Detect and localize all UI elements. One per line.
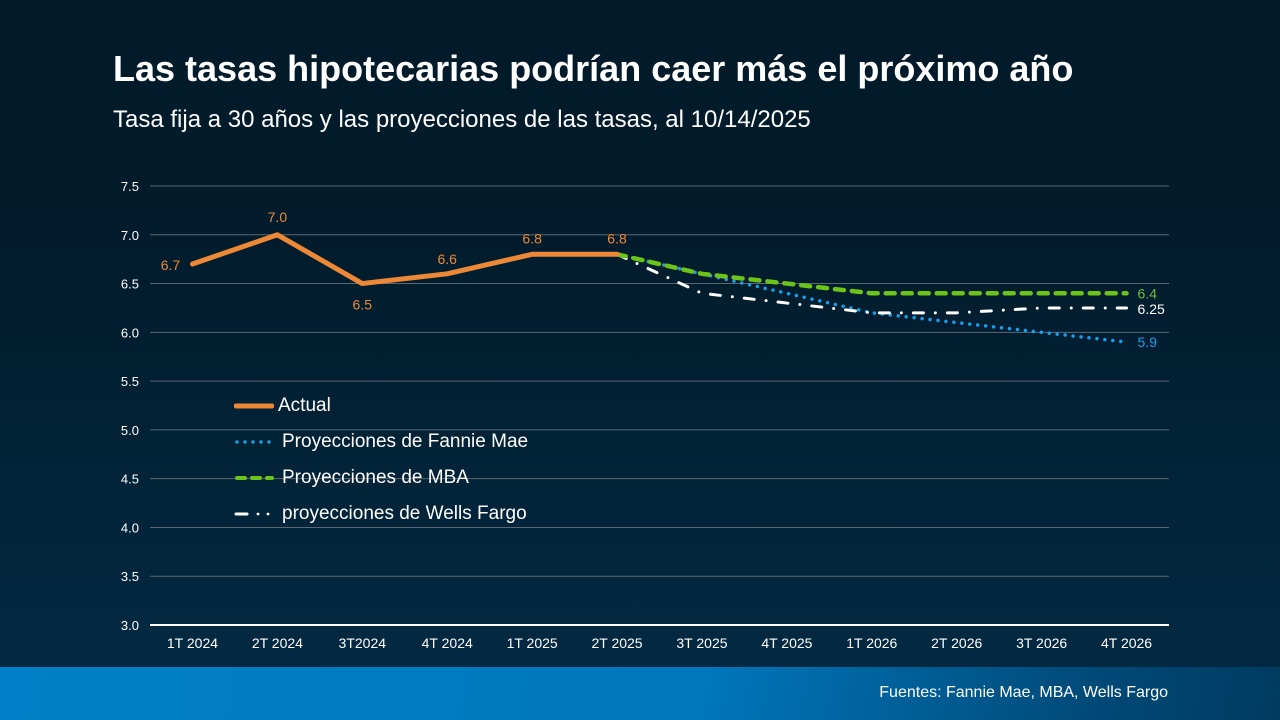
y-tick-label: 4.0 <box>121 520 139 535</box>
y-tick-label: 4.5 <box>121 472 139 487</box>
x-tick-label: 4T 2024 <box>422 635 473 651</box>
legend-label: proyecciones de Wells Fargo <box>282 503 527 524</box>
data-label-actual: 7.0 <box>268 209 288 225</box>
end-label-proyecciones-de-fannie-mae: 5.9 <box>1138 334 1158 350</box>
legend: Actual Proyecciones de Fannie Mae Proyec… <box>234 388 528 532</box>
x-axis-ticks: 1T 2024 2T 2024 3T2024 4T 2024 1T 2025 2T 202… <box>167 635 1152 651</box>
x-tick-label: 4T 2026 <box>1101 635 1152 651</box>
y-axis-ticks: 3.0 3.5 4.0 4.5 5.0 5.5 6.0 6.5 7.0 7.5 <box>121 179 139 633</box>
data-label-actual: 6.7 <box>161 257 181 273</box>
series-lines <box>189 232 1129 344</box>
data-label-actual: 6.6 <box>437 251 457 267</box>
data-label-actual: 6.8 <box>522 230 542 246</box>
end-label-proyecciones-de-mba: 6.4 <box>1138 285 1158 301</box>
y-tick-label: 6.5 <box>121 277 139 292</box>
x-tick-label: 1T 2025 <box>507 635 558 651</box>
legend-label: Actual <box>278 395 331 416</box>
gridlines <box>150 185 1169 626</box>
legend-swatch-dashed-icon <box>235 476 274 480</box>
legend-label: Proyecciones de Fannie Mae <box>282 431 529 452</box>
x-tick-label: 2T 2025 <box>591 635 642 651</box>
y-tick-label: 3.0 <box>121 618 139 633</box>
y-tick-label: 3.5 <box>121 569 139 584</box>
data-label-actual: 6.8 <box>607 230 627 246</box>
legend-item-fannie-mae: Proyecciones de Fannie Mae <box>234 424 528 460</box>
legend-swatch-dotted-icon <box>235 440 274 444</box>
series-line-proyecciones-de-mba <box>614 252 1129 296</box>
y-tick-label: 7.0 <box>121 228 139 243</box>
series-line-proyecciones-de-fannie-mae <box>615 252 1129 344</box>
chart-subtitle: Tasa fija a 30 años y las proyecciones d… <box>113 106 811 133</box>
x-tick-label: 1T 2026 <box>846 635 897 651</box>
x-tick-label: 1T 2024 <box>167 635 218 651</box>
x-tick-label: 3T 2026 <box>1016 635 1067 651</box>
y-tick-label: 6.0 <box>121 325 139 340</box>
series-line-actual <box>189 232 620 287</box>
chart-title: Las tasas hipotecarias podrían caer más … <box>113 48 1074 89</box>
x-tick-label: 2T 2024 <box>252 635 303 651</box>
legend-swatch-solid-icon <box>234 403 274 409</box>
footer-bar <box>0 667 1280 720</box>
legend-item-mba: Proyecciones de MBA <box>234 460 528 496</box>
legend-item-wells-fargo: proyecciones de Wells Fargo <box>234 496 528 532</box>
data-labels: 6.7 7.0 6.5 6.6 6.8 6.8 5.9 6.46.25 <box>161 209 1165 350</box>
y-tick-label: 7.5 <box>121 179 139 194</box>
line-chart: 3.0 3.5 4.0 4.5 5.0 5.5 6.0 6.5 7.0 7.5 1T 2024 2T… <box>121 179 1169 651</box>
x-tick-label: 4T 2025 <box>761 635 812 651</box>
legend-label: Proyecciones de MBA <box>282 467 469 488</box>
x-tick-label: 3T2024 <box>339 635 387 651</box>
y-tick-label: 5.5 <box>121 374 139 389</box>
end-label-proyecciones-de-wells-fargo: 6.25 <box>1138 301 1165 317</box>
data-label-actual: 6.5 <box>353 297 373 313</box>
x-tick-label: 3T 2025 <box>676 635 727 651</box>
legend-swatch-dash-dot-icon <box>234 512 270 516</box>
source-note: Fuentes: Fannie Mae, MBA, Wells Fargo <box>879 684 1168 701</box>
legend-item-actual: Actual <box>234 388 528 424</box>
x-tick-label: 2T 2026 <box>931 635 982 651</box>
y-tick-label: 5.0 <box>121 423 139 438</box>
